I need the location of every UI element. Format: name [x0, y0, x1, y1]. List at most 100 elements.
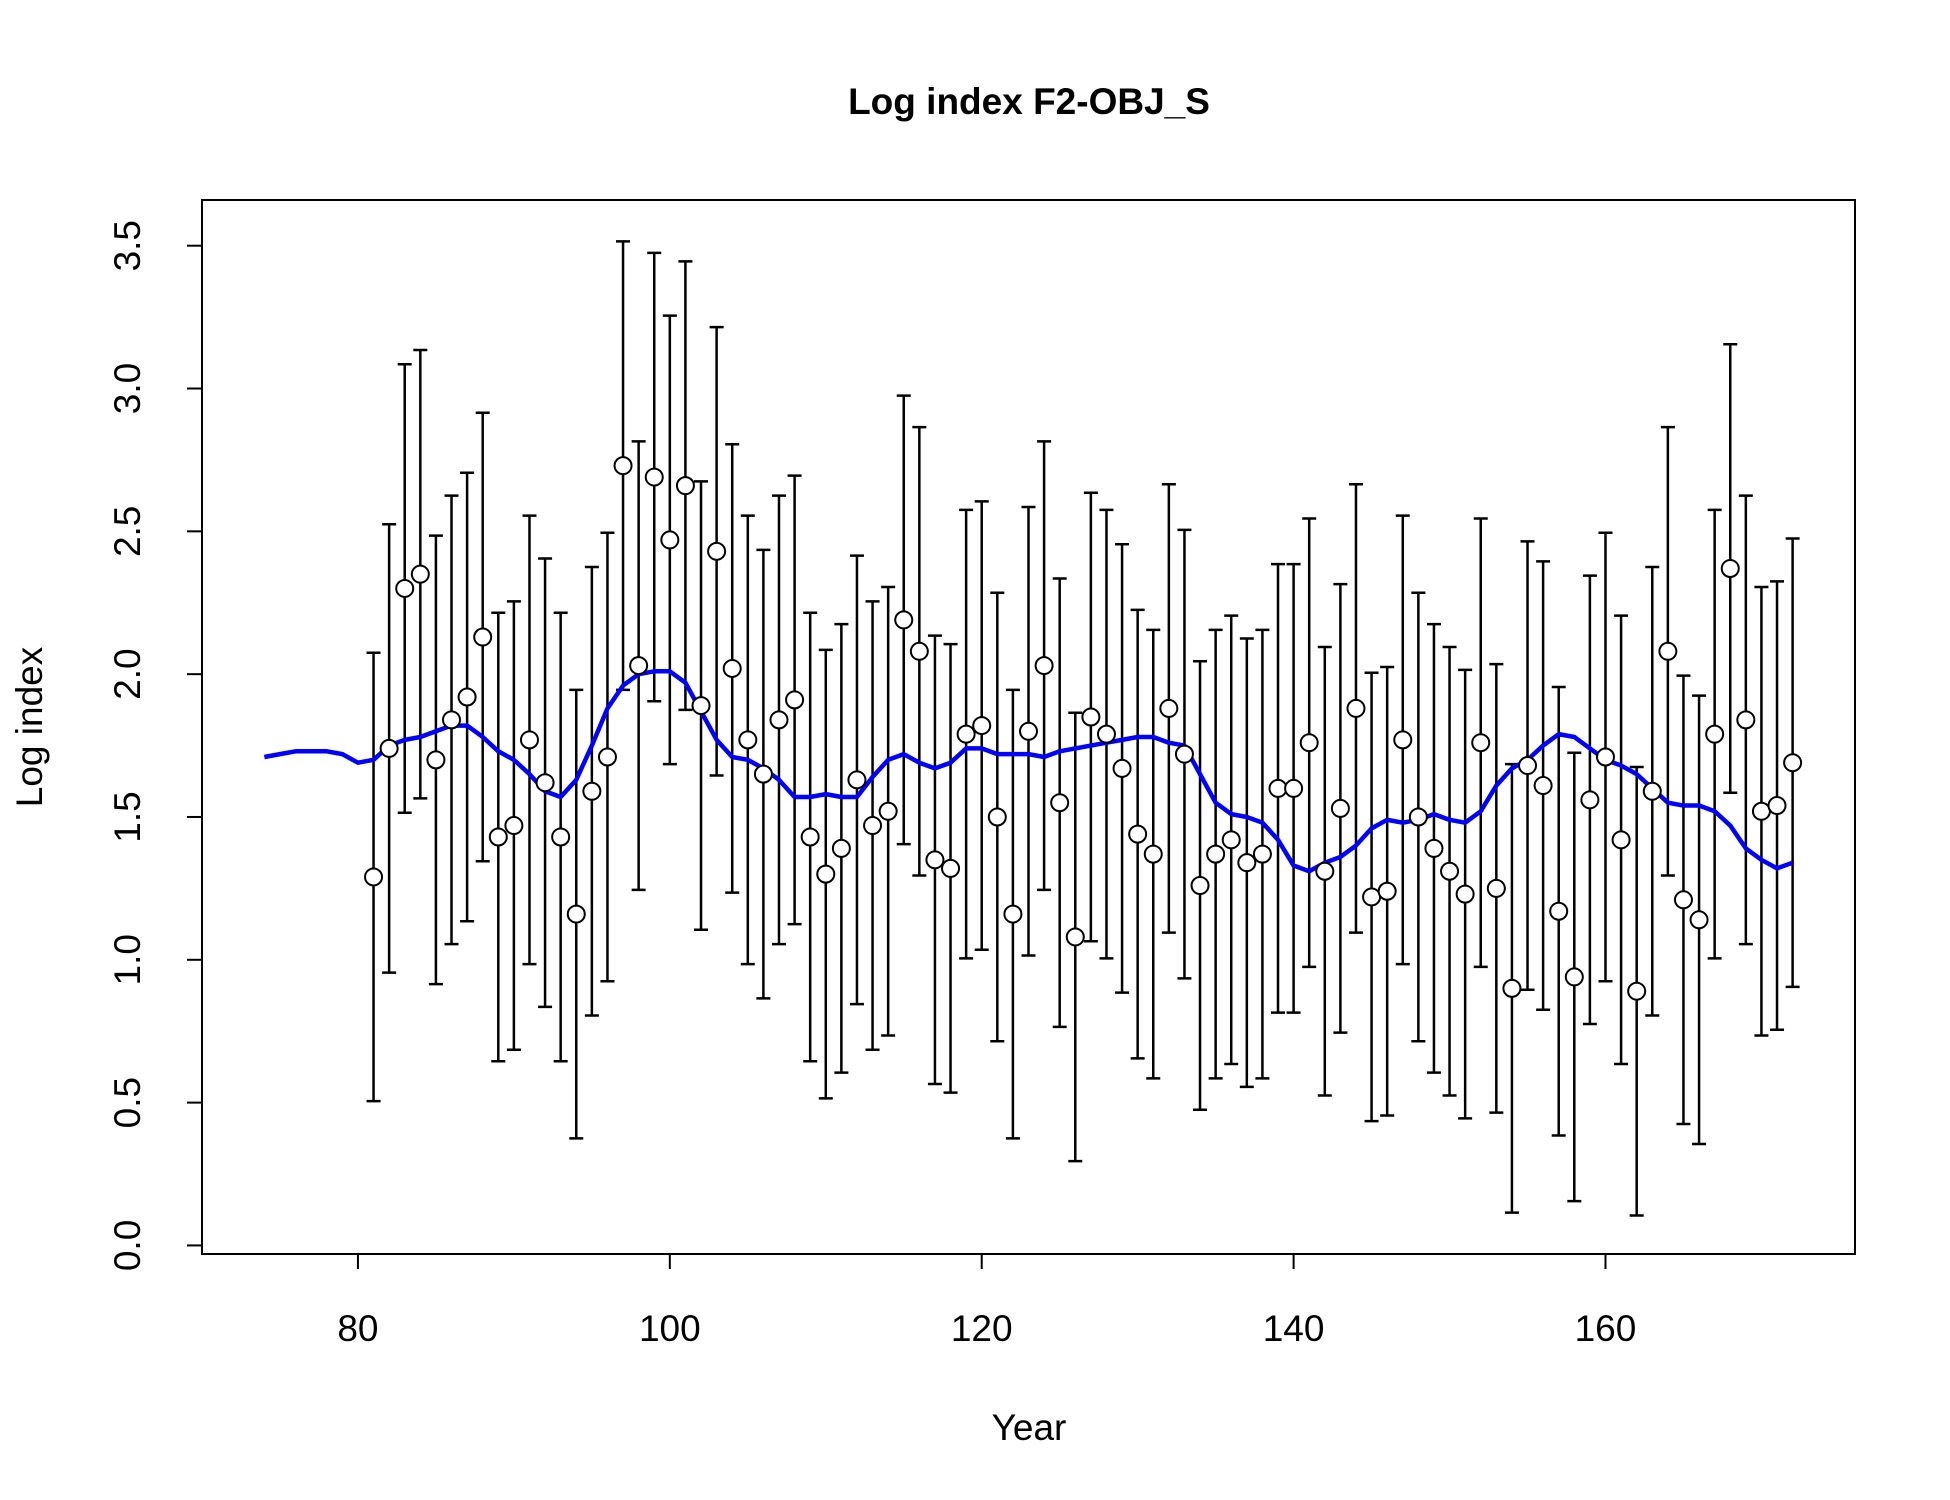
point — [597, 747, 617, 767]
point — [753, 764, 773, 784]
point — [1471, 733, 1491, 753]
point — [769, 710, 789, 730]
point — [1362, 887, 1382, 907]
point — [1751, 801, 1771, 821]
point — [1564, 967, 1584, 987]
point — [894, 610, 914, 630]
y-tick-label: 2.0 — [107, 648, 148, 699]
point — [504, 816, 524, 836]
chart-title: Log index F2-OBJ_S — [848, 81, 1210, 122]
point — [1689, 910, 1709, 930]
point — [1455, 884, 1475, 904]
point — [1611, 830, 1631, 850]
point — [1237, 853, 1257, 873]
point — [1112, 758, 1132, 778]
point — [956, 724, 976, 744]
point — [1252, 844, 1272, 864]
point — [1424, 838, 1444, 858]
point — [1377, 881, 1397, 901]
point — [613, 456, 633, 476]
point — [1393, 730, 1413, 750]
point — [1206, 844, 1226, 864]
point — [1143, 844, 1163, 864]
point — [1720, 558, 1740, 578]
point — [1019, 721, 1038, 741]
point — [395, 578, 415, 598]
point — [1128, 824, 1148, 844]
point — [987, 807, 1007, 827]
point — [1081, 707, 1101, 727]
point — [847, 770, 867, 790]
point — [1003, 904, 1023, 924]
point — [1518, 756, 1538, 776]
point — [675, 476, 695, 496]
y-tick-label: 3.0 — [107, 363, 148, 414]
point — [566, 904, 586, 924]
point — [1549, 901, 1569, 921]
point — [1034, 656, 1054, 676]
plot-frame — [201, 199, 1856, 1255]
point — [1159, 698, 1179, 718]
point — [1627, 981, 1647, 1001]
y-tick-label: 1.5 — [107, 791, 148, 842]
point — [473, 627, 493, 647]
point — [1284, 778, 1304, 798]
point — [1440, 861, 1460, 881]
x-tick-label: 160 — [1575, 1308, 1637, 1349]
y-tick-label: 2.5 — [107, 506, 148, 557]
point — [1658, 641, 1678, 661]
point — [1783, 753, 1803, 773]
point — [364, 867, 384, 887]
point — [629, 656, 649, 676]
point — [1050, 793, 1070, 813]
point — [800, 827, 820, 847]
point — [519, 730, 539, 750]
point — [831, 838, 851, 858]
point — [488, 827, 508, 847]
point — [426, 750, 446, 770]
x-tick-label: 120 — [951, 1308, 1013, 1349]
point — [582, 781, 602, 801]
y-tick-label: 3.5 — [107, 220, 148, 271]
point — [1736, 710, 1756, 730]
point — [1065, 927, 1085, 947]
point — [785, 690, 805, 710]
point — [1299, 733, 1319, 753]
point — [1502, 978, 1522, 998]
point — [722, 658, 742, 678]
x-axis-label: Year — [992, 1407, 1067, 1448]
point — [909, 641, 929, 661]
point — [1767, 796, 1787, 816]
point — [660, 530, 680, 550]
fit-line — [263, 669, 1794, 874]
point — [1174, 744, 1194, 764]
point — [379, 738, 399, 758]
point — [1096, 724, 1116, 744]
point — [972, 716, 992, 736]
y-tick-label: 0.0 — [107, 1220, 148, 1271]
point — [442, 710, 462, 730]
point — [1221, 830, 1241, 850]
x-tick-label: 140 — [1263, 1308, 1325, 1349]
point — [1330, 798, 1350, 818]
y-tick-label: 1.0 — [107, 934, 148, 985]
y-tick-label: 0.5 — [107, 1077, 148, 1128]
point — [1315, 861, 1335, 881]
point — [1705, 724, 1725, 744]
point — [925, 850, 945, 870]
point — [707, 541, 727, 561]
point — [457, 687, 477, 707]
point — [1595, 747, 1615, 767]
point — [816, 864, 836, 884]
point — [1190, 876, 1210, 896]
point — [1408, 807, 1428, 827]
point — [644, 467, 664, 487]
point — [551, 827, 571, 847]
point — [738, 730, 758, 750]
point — [691, 696, 711, 716]
point — [1673, 890, 1693, 910]
x-tick-label: 80 — [337, 1308, 378, 1349]
x-tick-label: 100 — [639, 1308, 701, 1349]
point — [1346, 698, 1366, 718]
